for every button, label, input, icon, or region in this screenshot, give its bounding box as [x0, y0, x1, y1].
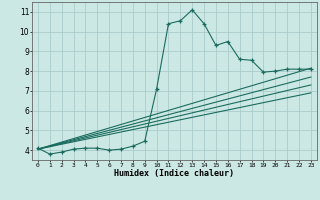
X-axis label: Humidex (Indice chaleur): Humidex (Indice chaleur): [115, 169, 234, 178]
